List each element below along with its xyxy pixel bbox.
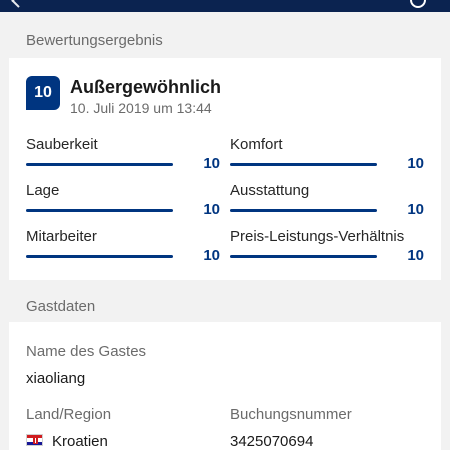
subscore-label: Komfort [230,136,283,153]
subscore-label: Lage [26,182,60,199]
top-app-bar [0,0,450,12]
subscore-bar [230,255,377,258]
subscore-value: 10 [203,247,220,264]
guest-card: Name des Gastes xiaoliang Land/Region Kr… [9,322,441,450]
subscore-value: 10 [407,155,424,172]
subscore-location: Lage 10 [26,182,220,222]
subscore-bar-fill [230,163,377,166]
subscore-value: 10 [407,247,424,264]
subscore-label: Mitarbeiter [26,228,97,245]
subscore-comfort: Komfort 10 [230,136,424,176]
subscore-staff: Mitarbeiter 10 [26,228,220,268]
rating-verdict: Außergewöhnlich [70,77,222,97]
guest-name-label: Name des Gastes [26,343,147,360]
subscore-bar [26,209,173,212]
booking-number-value[interactable]: 3425070694 [230,433,314,450]
subscore-cleanliness: Sauberkeit 10 [26,136,220,176]
booking-number-label: Buchungsnummer [230,406,352,423]
subscore-facilities: Ausstattung 10 [230,182,424,222]
guest-section-heading: Gastdaten [26,298,96,315]
subscore-bar-fill [26,255,173,258]
subscore-bar-fill [26,209,173,212]
back-arrow-icon[interactable] [11,0,27,8]
subscore-value-for-money: Preis-Leistungs-Verhältnis 10 [230,228,424,268]
croatia-flag-icon [26,434,43,446]
rating-card: 10 Außergewöhnlich 10. Juli 2019 um 13:4… [9,58,441,280]
subscore-bar-fill [230,255,377,258]
guest-name-value: xiaoliang [26,370,86,387]
subscore-label: Sauberkeit [26,136,98,153]
help-icon[interactable] [410,0,426,8]
subscore-bar-fill [230,209,377,212]
subscore-bar [230,163,377,166]
subscore-bar [230,209,377,212]
subscore-label: Ausstattung [230,182,310,199]
subscore-bar [26,255,173,258]
country-label: Land/Region [26,406,112,423]
subscore-value: 10 [203,155,220,172]
rating-date: 10. Juli 2019 um 13:44 [70,100,212,116]
subscore-bar-fill [26,163,173,166]
subscore-bar [26,163,173,166]
subscore-label: Preis-Leistungs-Verhältnis [230,228,405,245]
subscore-value: 10 [407,201,424,218]
rating-section-heading: Bewertungsergebnis [26,32,163,49]
subscore-value: 10 [203,201,220,218]
country-value: Kroatien [52,433,108,450]
score-badge: 10 [26,76,60,110]
